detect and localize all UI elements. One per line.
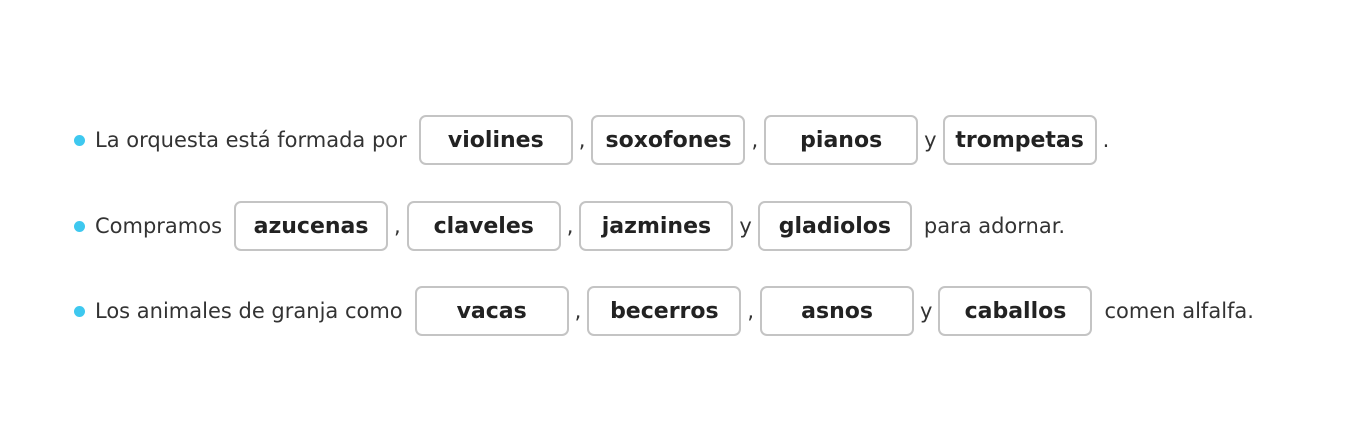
separator: y <box>739 214 752 238</box>
answer-box[interactable]: jazmines <box>579 201 734 251</box>
bullet-icon <box>74 305 85 317</box>
sentence-text: Compramos <box>95 214 223 238</box>
bullet-icon <box>74 134 85 146</box>
sentence-ending: . <box>1102 128 1110 152</box>
answer-box[interactable]: gladiolos <box>757 201 912 251</box>
sentence-2: Compramos azucenas , claveles , jazmines… <box>74 201 1065 251</box>
answer-box[interactable]: azucenas <box>234 201 389 251</box>
separator: y <box>924 128 937 152</box>
answer-box[interactable]: vacas <box>414 286 569 336</box>
separator: , <box>566 214 574 238</box>
separator: y <box>920 299 933 323</box>
separator: , <box>751 128 759 152</box>
sentence-3: Los animales de granja como vacas , bece… <box>74 286 1254 336</box>
separator: , <box>578 128 586 152</box>
separator: , <box>574 299 582 323</box>
answer-box[interactable]: violines <box>418 115 573 165</box>
sentence-1: La orquesta está formada por violines , … <box>74 115 1109 165</box>
answer-box[interactable]: becerros <box>587 286 742 336</box>
answer-box[interactable]: soxofones <box>591 115 746 165</box>
sentence-text: Los animales de granja como <box>95 299 403 323</box>
answer-box[interactable]: pianos <box>764 115 919 165</box>
answer-box[interactable]: trompetas <box>942 115 1097 165</box>
bullet-icon <box>74 220 85 232</box>
separator: , <box>394 214 401 238</box>
sentence-ending: comen alfalfa. <box>1104 299 1254 323</box>
answer-box[interactable]: claveles <box>406 201 561 251</box>
answer-box[interactable]: caballos <box>938 286 1093 336</box>
sentence-text: La orquesta está formada por <box>95 128 407 152</box>
separator: , <box>747 299 755 323</box>
answer-box[interactable]: asnos <box>760 286 915 336</box>
sentence-ending: para adornar. <box>923 214 1066 238</box>
